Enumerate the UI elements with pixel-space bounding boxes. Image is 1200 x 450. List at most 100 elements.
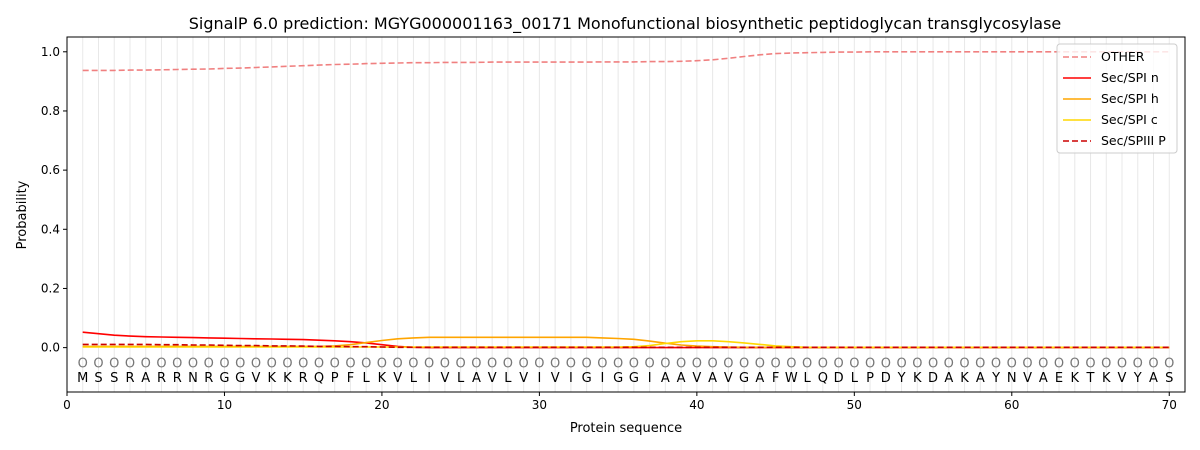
region-label: O xyxy=(156,356,166,371)
series-line-sec-spiii-p xyxy=(82,343,1170,349)
region-label: O xyxy=(818,356,828,371)
region-label: O xyxy=(660,356,670,371)
residue-label: L xyxy=(803,371,811,386)
residue-label: A xyxy=(944,371,953,386)
region-label: O xyxy=(833,356,843,371)
residue-label: W xyxy=(785,371,798,386)
residue-label: I xyxy=(600,371,604,386)
region-label: O xyxy=(849,356,859,371)
region-label: O xyxy=(93,356,103,371)
residue-label: D xyxy=(881,371,891,386)
residue-label: G xyxy=(582,371,592,386)
region-label: O xyxy=(707,356,717,371)
residue-label: Y xyxy=(991,371,1000,386)
residue-label: K xyxy=(1071,371,1080,386)
residue-label: L xyxy=(363,371,371,386)
residue-label: S xyxy=(110,371,118,386)
region-label: O xyxy=(125,356,135,371)
residue-label: V xyxy=(1118,371,1127,386)
region-label: O xyxy=(692,356,702,371)
region-label: O xyxy=(519,356,529,371)
residue-label: Y xyxy=(1133,371,1142,386)
x-tick-label: 30 xyxy=(532,398,547,412)
residue-label: G xyxy=(235,371,245,386)
residue-label: G xyxy=(739,371,749,386)
region-label: O xyxy=(377,356,387,371)
residue-label: K xyxy=(267,371,276,386)
x-tick-label: 50 xyxy=(847,398,862,412)
legend-label: Sec/SPIII P xyxy=(1101,133,1166,148)
residue-label: A xyxy=(661,371,670,386)
region-label: O xyxy=(282,356,292,371)
residue-label: S xyxy=(94,371,102,386)
residue-label: A xyxy=(1149,371,1158,386)
region-label: O xyxy=(1085,356,1095,371)
legend: OTHER Sec/SPI n Sec/SPI h Sec/SPI c Sec/SPII… xyxy=(1056,43,1178,154)
region-label: O xyxy=(314,356,324,371)
region-label: O xyxy=(645,356,655,371)
residue-label: R xyxy=(125,371,134,386)
legend-label: Sec/SPI h xyxy=(1101,91,1159,106)
region-label: O xyxy=(912,356,922,371)
chart-title: SignalP 6.0 prediction: MGYG000001163_00… xyxy=(189,14,1062,34)
residue-label: K xyxy=(960,371,969,386)
residue-label: L xyxy=(457,371,465,386)
residue-label: V xyxy=(551,371,560,386)
residue-label: N xyxy=(188,371,198,386)
residue-label: A xyxy=(472,371,481,386)
region-label: O xyxy=(345,356,355,371)
residue-label: V xyxy=(252,371,261,386)
region-label: O xyxy=(1148,356,1158,371)
residue-label: I xyxy=(648,371,652,386)
region-label: O xyxy=(471,356,481,371)
residue-label: F xyxy=(347,371,354,386)
region-label: O xyxy=(786,356,796,371)
residue-label: F xyxy=(772,371,779,386)
residue-label: V xyxy=(440,371,449,386)
legend-label: OTHER xyxy=(1101,49,1145,64)
y-tick-label: 0.6 xyxy=(41,163,60,177)
x-tick-label: 40 xyxy=(689,398,704,412)
region-label: O xyxy=(188,356,198,371)
region-label: O xyxy=(267,356,277,371)
region-label: O xyxy=(219,356,229,371)
region-label: O xyxy=(503,356,513,371)
region-label: O xyxy=(330,356,340,371)
region-label: O xyxy=(1054,356,1064,371)
region-label: O xyxy=(865,356,875,371)
residue-label: K xyxy=(913,371,922,386)
region-label: O xyxy=(1038,356,1048,371)
residue-label: A xyxy=(755,371,764,386)
residue-label: A xyxy=(1039,371,1048,386)
region-label: O xyxy=(456,356,466,371)
residue-label: R xyxy=(299,371,308,386)
residue-label: I xyxy=(569,371,573,386)
region-label: O xyxy=(408,356,418,371)
residue-label: D xyxy=(834,371,844,386)
region-label: O xyxy=(959,356,969,371)
residue-label: P xyxy=(331,371,339,386)
residue-label: M xyxy=(77,371,88,386)
region-label: O xyxy=(109,356,119,371)
residue-label: Y xyxy=(897,371,906,386)
residue-label: N xyxy=(1007,371,1017,386)
residue-label: D xyxy=(928,371,938,386)
region-label: O xyxy=(1101,356,1111,371)
region-label: O xyxy=(944,356,954,371)
region-label: O xyxy=(597,356,607,371)
region-label: O xyxy=(991,356,1001,371)
series-line-other xyxy=(82,51,1170,72)
region-label: O xyxy=(298,356,308,371)
residue-label: L xyxy=(851,371,859,386)
region-label: O xyxy=(440,356,450,371)
region-label: O xyxy=(1007,356,1017,371)
residue-label: V xyxy=(1023,371,1032,386)
region-label: O xyxy=(566,356,576,371)
residue-label: E xyxy=(1055,371,1063,386)
region-label: O xyxy=(613,356,623,371)
residue-label: A xyxy=(677,371,686,386)
region-label: O xyxy=(1133,356,1143,371)
y-tick-label: 0.2 xyxy=(41,281,60,295)
region-label: O xyxy=(235,356,245,371)
y-tick-label: 0.4 xyxy=(41,222,60,236)
